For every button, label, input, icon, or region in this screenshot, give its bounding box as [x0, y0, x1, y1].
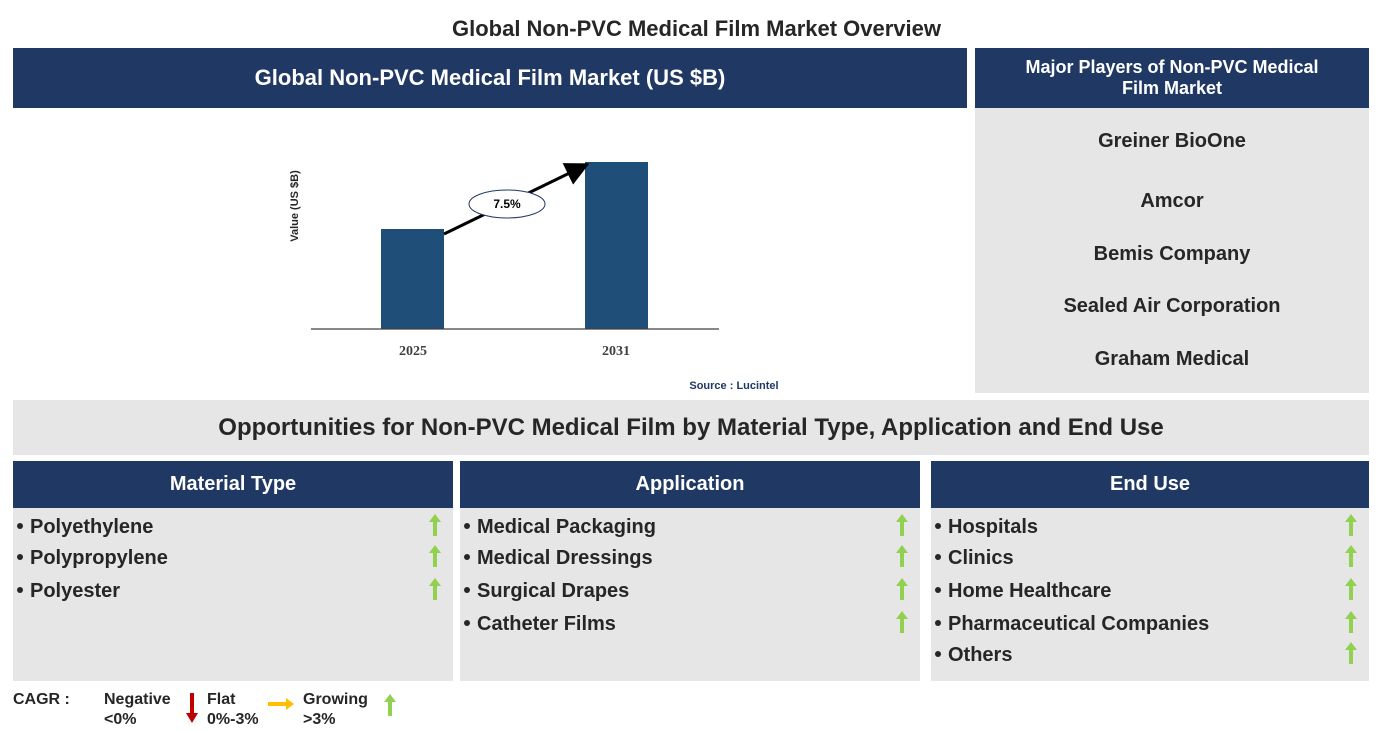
- item-text: Hospitals: [948, 516, 1039, 538]
- player: Bemis Company: [1093, 243, 1251, 265]
- item-text: Clinics: [948, 547, 1014, 569]
- bullet: [935, 587, 941, 593]
- legend-title: CAGR :: [13, 691, 70, 708]
- cagr-label: 7.5%: [493, 197, 521, 211]
- arrow-icon: [896, 545, 908, 572]
- x-tick-label: 2031: [602, 344, 630, 359]
- list-item: Clinics: [931, 547, 1014, 570]
- bar: [381, 229, 444, 329]
- list-item: Polyester: [13, 580, 120, 603]
- legend-label: Negative: [104, 691, 171, 708]
- column-body: [460, 508, 920, 681]
- list-item: Catheter Films: [460, 613, 616, 636]
- opportunities-band: Opportunities for Non-PVC Medical Film b…: [13, 400, 1369, 455]
- item-text: Polyester: [30, 580, 121, 602]
- player: Amcor: [1140, 190, 1204, 212]
- bullet: [464, 523, 470, 529]
- cagr-bubble: [468, 189, 546, 219]
- arrow-icon: [1345, 578, 1357, 605]
- bullet: [935, 523, 941, 529]
- x-tick-label: 2025: [399, 344, 427, 359]
- players-header: Major Players of Non-PVC Medical Film Ma…: [975, 48, 1369, 108]
- item-text: Catheter Films: [477, 613, 616, 635]
- legend-label: Growing: [303, 691, 368, 708]
- bullet: [935, 620, 941, 626]
- arrow-icon: [268, 697, 294, 715]
- player: Sealed Air Corporation: [1063, 295, 1281, 317]
- item-text: Others: [948, 644, 1013, 666]
- column-header: End Use: [931, 461, 1369, 508]
- list-item: Pharmaceutical Companies: [931, 613, 1209, 636]
- arrow-icon: [1345, 611, 1357, 638]
- item-text: Medical Packaging: [477, 516, 656, 538]
- source: Source : Lucintel: [689, 380, 778, 392]
- legend-range: <0%: [104, 711, 137, 728]
- column-body: [931, 508, 1369, 681]
- list-item: Home Healthcare: [931, 580, 1111, 603]
- arrow-icon: [896, 578, 908, 605]
- list-item: Surgical Drapes: [460, 580, 629, 603]
- bullet: [935, 651, 941, 657]
- list-item: Hospitals: [931, 516, 1038, 539]
- list-item: Polypropylene: [13, 547, 168, 570]
- item-text: Surgical Drapes: [477, 580, 630, 602]
- item-text: Home Healthcare: [948, 580, 1112, 602]
- bullet: [935, 554, 941, 560]
- list-item: Medical Dressings: [460, 547, 653, 570]
- arrow-icon: [186, 693, 198, 728]
- bullet: [464, 620, 470, 626]
- bullet: [17, 523, 23, 529]
- column-header: Material Type: [13, 461, 453, 508]
- column-header: Application: [460, 461, 920, 508]
- bullet: [464, 554, 470, 560]
- legend-range: 0%-3%: [207, 711, 259, 728]
- arrow-icon: [429, 578, 441, 605]
- list-item: Polyethylene: [13, 516, 153, 539]
- arrow-icon: [429, 545, 441, 572]
- arrow-icon: [896, 611, 908, 638]
- arrow-icon: [429, 514, 441, 541]
- list-item: Medical Packaging: [460, 516, 656, 539]
- list-item: Others: [931, 644, 1012, 667]
- bullet: [17, 587, 23, 593]
- item-text: Pharmaceutical Companies: [948, 613, 1210, 635]
- bullet: [17, 554, 23, 560]
- arrow-icon: [384, 694, 396, 721]
- arrow-icon: [1345, 514, 1357, 541]
- arrow-icon: [896, 514, 908, 541]
- legend-range: >3%: [303, 711, 336, 728]
- column-body: [13, 508, 453, 681]
- player: Greiner BioOne: [1098, 130, 1246, 152]
- bullet: [464, 587, 470, 593]
- market-header: Global Non-PVC Medical Film Market (US $…: [13, 48, 967, 108]
- item-text: Polypropylene: [30, 547, 168, 569]
- bar: [585, 162, 648, 329]
- legend-label: Flat: [207, 691, 236, 708]
- arrow-icon: [1345, 642, 1357, 669]
- y-axis-label: Value (US $B): [289, 170, 301, 242]
- item-text: Polyethylene: [30, 516, 154, 538]
- item-text: Medical Dressings: [477, 547, 653, 569]
- page-title: Global Non-PVC Medical Film Market Overv…: [451, 16, 942, 41]
- player: Graham Medical: [1094, 348, 1250, 370]
- players-panel: [975, 108, 1369, 393]
- arrow-icon: [1345, 545, 1357, 572]
